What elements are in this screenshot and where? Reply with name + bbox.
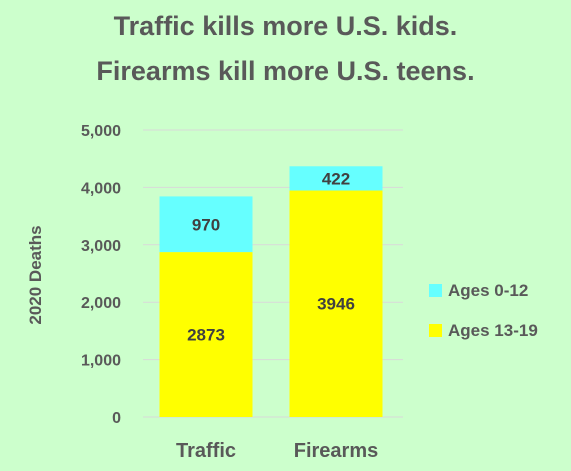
legend-label: Ages 0-12: [448, 281, 528, 300]
y-tick-label: 3,000: [81, 238, 121, 255]
chart-title-line-1: Traffic kills more U.S. kids.: [113, 11, 458, 41]
data-label: 422: [322, 169, 350, 188]
bar-segment: [289, 166, 383, 191]
bar-segment: [289, 190, 383, 417]
y-tick-label: 2,000: [81, 295, 121, 312]
y-tick-label: 0: [112, 410, 121, 427]
legend-swatch: [429, 284, 442, 297]
data-label: 970: [192, 215, 220, 234]
y-axis-title: 2020 Deaths: [26, 225, 45, 324]
bar-segment: [159, 196, 253, 253]
chart-title-line-2: Firearms kill more U.S. teens.: [96, 56, 475, 86]
bar-segment: [159, 252, 253, 417]
data-label: 2873: [187, 326, 225, 345]
x-tick-label: Traffic: [176, 440, 236, 462]
x-tick-label: Firearms: [294, 440, 379, 462]
y-tick-label: 1,000: [81, 353, 121, 370]
legend-label: Ages 13-19: [448, 321, 538, 340]
y-tick-label: 4,000: [81, 180, 121, 197]
legend-swatch: [429, 324, 442, 337]
y-tick-label: 5,000: [81, 123, 121, 140]
data-label: 3946: [317, 295, 355, 314]
